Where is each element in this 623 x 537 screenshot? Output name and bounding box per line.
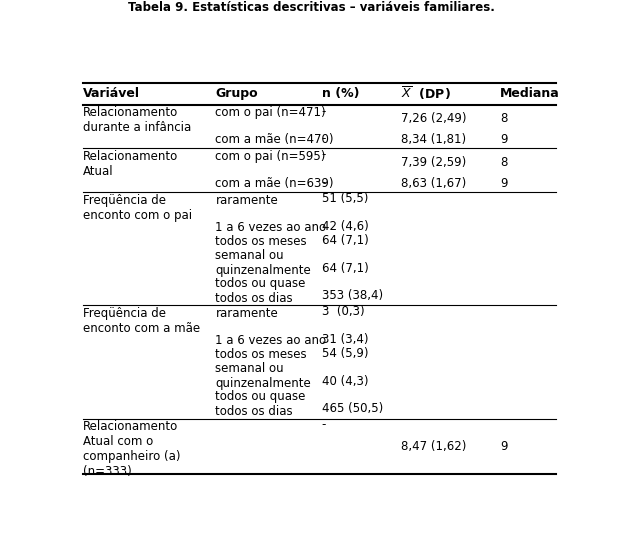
Text: 3  (0,3): 3 (0,3) xyxy=(321,306,364,318)
Text: 7,26 (2,49): 7,26 (2,49) xyxy=(401,112,467,125)
Text: 9: 9 xyxy=(500,440,508,453)
Text: semanal ou
quinzenalmente: semanal ou quinzenalmente xyxy=(216,362,312,390)
Text: Grupo: Grupo xyxy=(216,88,258,100)
Text: 42 (4,6): 42 (4,6) xyxy=(321,220,368,233)
Text: com o pai (n=471): com o pai (n=471) xyxy=(216,106,326,119)
Text: $\overline{X}$  (DP): $\overline{X}$ (DP) xyxy=(401,85,451,103)
Text: semanal ou
quinzenalmente: semanal ou quinzenalmente xyxy=(216,249,312,277)
Text: Relacionamento
durante a infância: Relacionamento durante a infância xyxy=(83,106,191,134)
Text: Freqüência de
enconto com o pai: Freqüência de enconto com o pai xyxy=(83,194,192,222)
Text: todos os meses: todos os meses xyxy=(216,348,307,361)
Text: raramente: raramente xyxy=(216,307,278,320)
Text: Mediana: Mediana xyxy=(500,88,560,100)
Text: todos os meses: todos os meses xyxy=(216,235,307,248)
Text: 54 (5,9): 54 (5,9) xyxy=(321,347,368,360)
Text: 8: 8 xyxy=(500,156,508,169)
Text: com o pai (n=595): com o pai (n=595) xyxy=(216,150,326,163)
Text: Freqüência de
enconto com a mãe: Freqüência de enconto com a mãe xyxy=(83,307,200,335)
Text: 1 a 6 vezes ao ano: 1 a 6 vezes ao ano xyxy=(216,335,326,347)
Text: 64 (7,1): 64 (7,1) xyxy=(321,234,368,247)
Text: -: - xyxy=(321,176,326,189)
Text: 31 (3,4): 31 (3,4) xyxy=(321,333,368,346)
Text: 353 (38,4): 353 (38,4) xyxy=(321,289,383,302)
Text: 51 (5,5): 51 (5,5) xyxy=(321,192,368,206)
Text: com a mãe (n=639): com a mãe (n=639) xyxy=(216,177,334,191)
Text: 8,34 (1,81): 8,34 (1,81) xyxy=(401,133,467,146)
Text: todos ou quase
todos os dias: todos ou quase todos os dias xyxy=(216,277,306,304)
Text: 465 (50,5): 465 (50,5) xyxy=(321,402,383,415)
Text: raramente: raramente xyxy=(216,194,278,207)
Text: 8,47 (1,62): 8,47 (1,62) xyxy=(401,440,467,453)
Text: Tabela 9. Estatísticas descritivas – variáveis familiares.: Tabela 9. Estatísticas descritivas – var… xyxy=(128,1,495,14)
Text: 9: 9 xyxy=(500,133,508,146)
Text: 64 (7,1): 64 (7,1) xyxy=(321,262,368,274)
Text: n (%): n (%) xyxy=(321,88,359,100)
Text: 40 (4,3): 40 (4,3) xyxy=(321,375,368,388)
Text: -: - xyxy=(321,132,326,145)
Text: 7,39 (2,59): 7,39 (2,59) xyxy=(401,156,467,169)
Text: -: - xyxy=(321,105,326,118)
Text: -: - xyxy=(321,149,326,162)
Text: Relacionamento
Atual: Relacionamento Atual xyxy=(83,150,178,178)
Text: Relacionamento
Atual com o
companheiro (a)
(n=333): Relacionamento Atual com o companheiro (… xyxy=(83,420,180,478)
Text: -: - xyxy=(321,418,326,432)
Text: todos ou quase
todos os dias: todos ou quase todos os dias xyxy=(216,390,306,418)
Text: 8,63 (1,67): 8,63 (1,67) xyxy=(401,177,467,190)
Text: Variável: Variável xyxy=(83,88,140,100)
Text: 1 a 6 vezes ao ano: 1 a 6 vezes ao ano xyxy=(216,221,326,234)
Text: 8: 8 xyxy=(500,112,508,125)
Text: com a mãe (n=470): com a mãe (n=470) xyxy=(216,133,334,147)
Text: 9: 9 xyxy=(500,177,508,190)
